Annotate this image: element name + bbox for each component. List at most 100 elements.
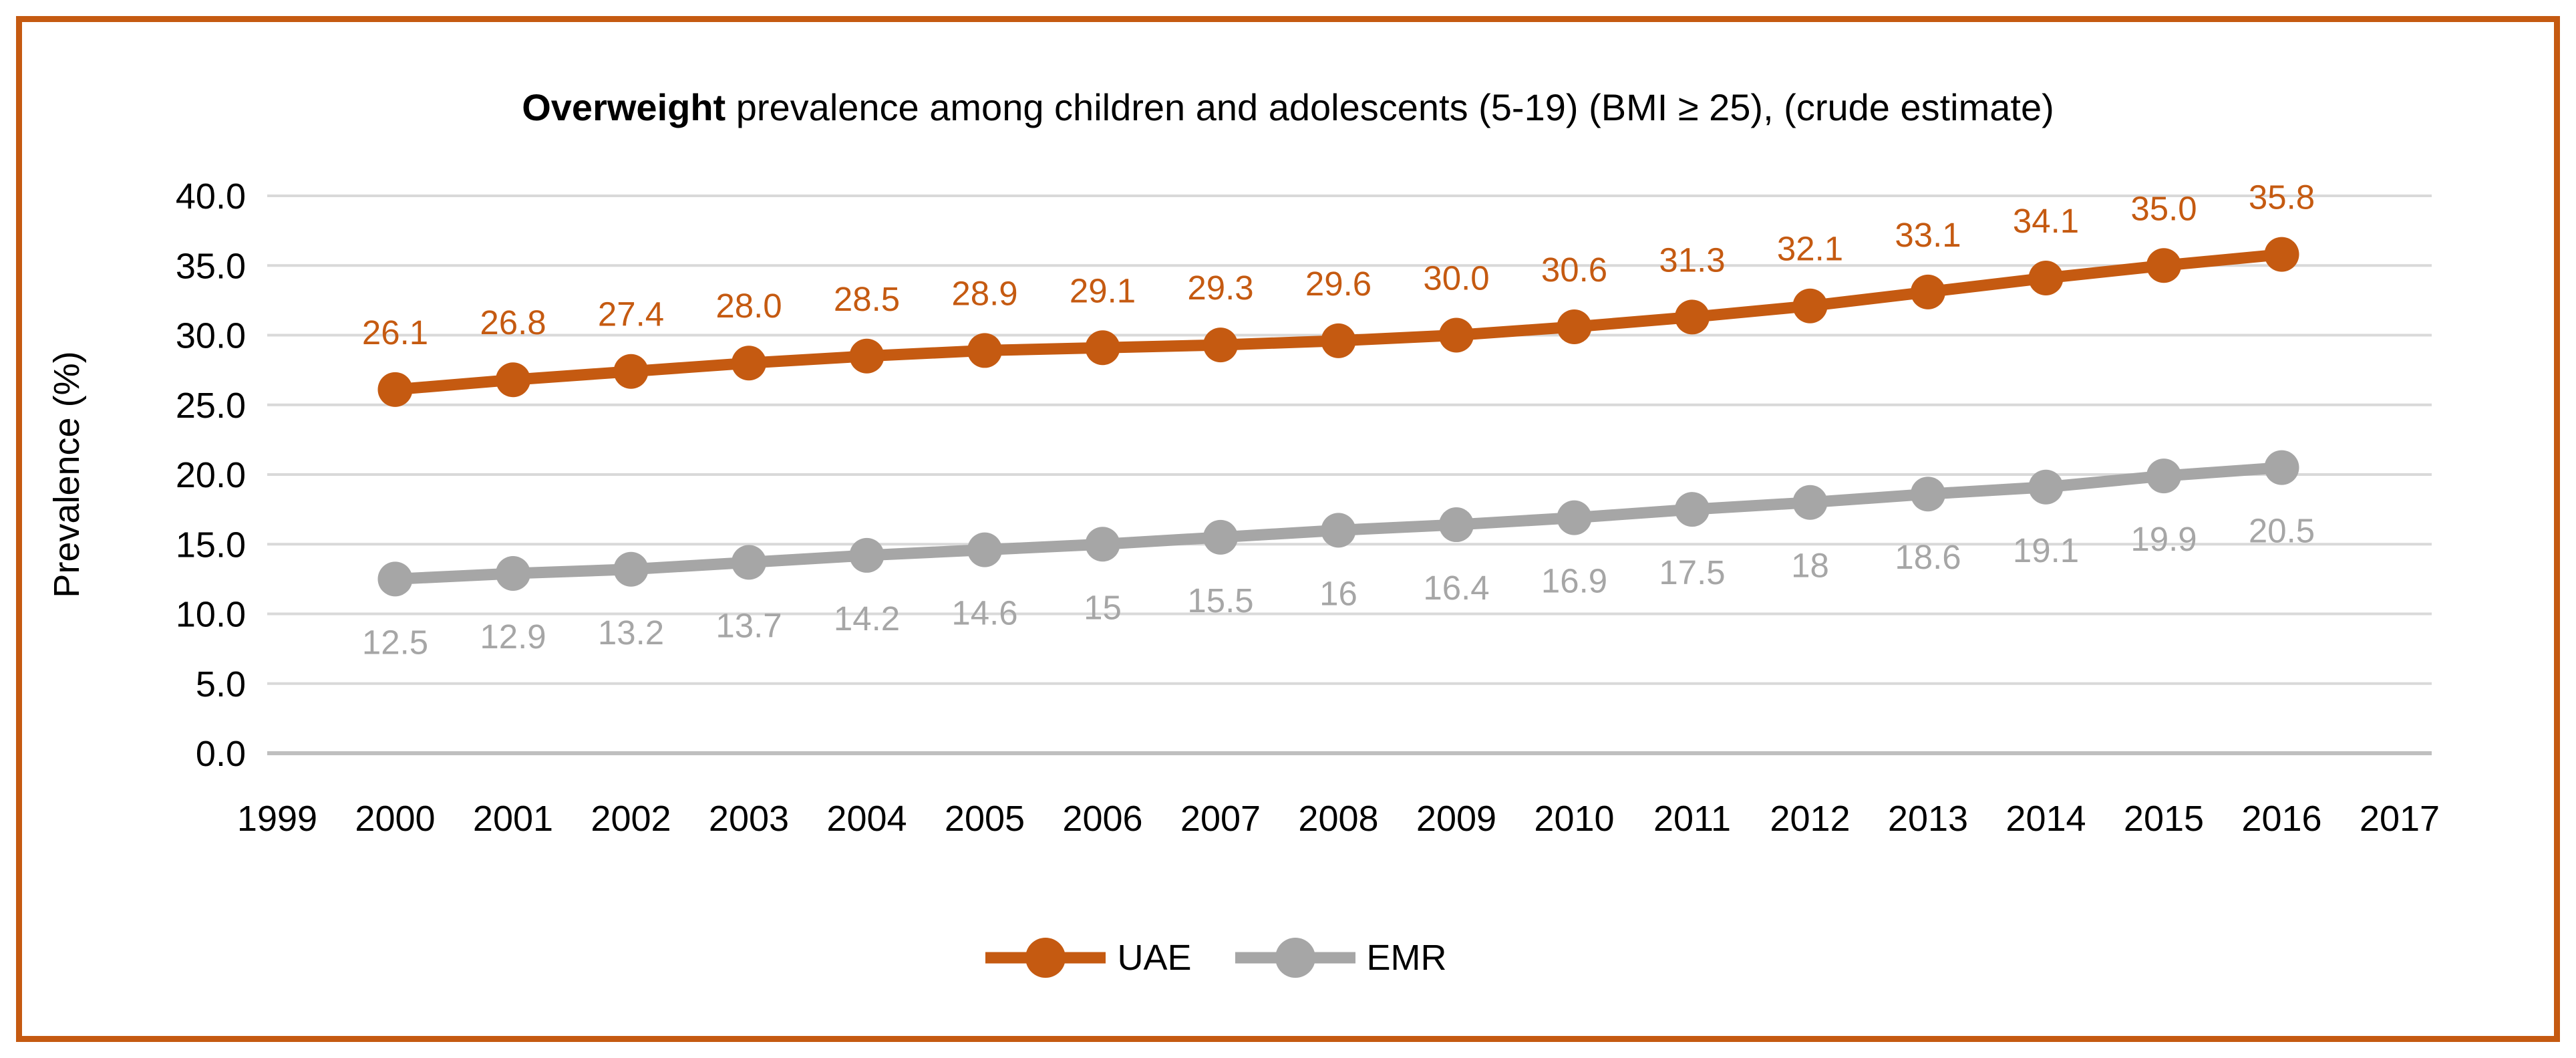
data-point-uae <box>1557 309 1592 344</box>
data-label-emr: 13.2 <box>598 614 664 652</box>
data-point-uae <box>849 338 884 374</box>
data-point-emr <box>1792 485 1828 520</box>
data-point-emr <box>2146 458 2181 494</box>
data-label-emr: 17.5 <box>1659 553 1725 591</box>
chart-title: Overweight prevalence among children and… <box>0 86 2576 129</box>
data-label-emr: 16.4 <box>1423 569 1489 607</box>
chart-title-rest: prevalence among children and adolescent… <box>726 86 2054 128</box>
data-point-uae <box>2028 261 2064 296</box>
data-point-uae <box>2146 248 2181 283</box>
data-point-emr <box>732 545 766 580</box>
data-label-emr: 14.6 <box>951 594 1017 632</box>
x-tick-label: 2000 <box>355 799 435 839</box>
data-label-uae: 30.6 <box>1541 251 1607 289</box>
data-point-uae <box>496 362 530 398</box>
legend-marker-emr-icon <box>1235 938 1355 978</box>
data-label-uae: 29.6 <box>1305 265 1372 303</box>
data-point-emr <box>1321 513 1356 548</box>
data-label-uae: 35.8 <box>2249 178 2315 217</box>
chart-title-bold: Overweight <box>522 86 726 128</box>
data-label-uae: 33.1 <box>1895 216 1961 254</box>
y-tick-label: 40.0 <box>176 176 246 217</box>
x-tick-label: 2016 <box>2241 799 2321 839</box>
x-tick-label: 2004 <box>826 799 907 839</box>
data-point-emr <box>2264 450 2299 485</box>
x-tick-label: 2006 <box>1062 799 1142 839</box>
legend-label-uae: UAE <box>1117 938 1192 978</box>
legend-label-emr: EMR <box>1366 938 1447 978</box>
y-tick-label: 25.0 <box>176 386 246 426</box>
x-tick-label: 2012 <box>1770 799 1850 839</box>
data-point-uae <box>1439 317 1474 353</box>
data-point-uae <box>377 372 413 407</box>
data-point-emr <box>967 532 1002 567</box>
data-point-emr <box>1675 492 1710 527</box>
x-tick-label: 2014 <box>2005 799 2086 839</box>
data-label-emr: 15.5 <box>1187 581 1253 620</box>
data-point-emr <box>1911 477 1945 512</box>
data-point-uae <box>1085 330 1120 366</box>
data-point-uae <box>613 354 649 389</box>
data-label-emr: 19.9 <box>2130 520 2197 558</box>
data-label-emr: 13.7 <box>715 606 782 644</box>
x-tick-label: 2002 <box>591 799 671 839</box>
data-label-uae: 29.1 <box>1070 271 1136 309</box>
data-point-emr <box>496 556 530 591</box>
data-point-uae <box>1203 327 1238 363</box>
data-label-emr: 18.6 <box>1895 538 1961 576</box>
data-label-emr: 12.9 <box>480 618 546 656</box>
x-tick-label: 2001 <box>473 799 553 839</box>
data-label-emr: 14.2 <box>834 600 900 638</box>
y-tick-label: 15.0 <box>176 525 246 565</box>
y-tick-label: 35.0 <box>176 246 246 286</box>
data-point-emr <box>849 537 884 573</box>
data-point-uae <box>967 333 1002 368</box>
x-tick-label: 2005 <box>945 799 1025 839</box>
data-label-emr: 20.5 <box>2249 512 2315 550</box>
x-tick-label: 2009 <box>1416 799 1496 839</box>
legend-item-emr[interactable]: EMR <box>1232 934 1447 981</box>
data-label-uae: 27.4 <box>598 295 664 334</box>
data-point-emr <box>1439 507 1474 543</box>
legend-item-uae[interactable]: UAE <box>982 934 1192 981</box>
data-label-uae: 32.1 <box>1777 230 1843 268</box>
data-label-emr: 16 <box>1319 574 1357 612</box>
data-label-uae: 28.5 <box>834 280 900 318</box>
x-tick-label: 2007 <box>1180 799 1261 839</box>
x-tick-label: 2008 <box>1298 799 1378 839</box>
data-label-uae: 28.9 <box>951 274 1017 312</box>
data-point-uae <box>732 346 766 381</box>
data-label-emr: 16.9 <box>1541 562 1607 600</box>
x-tick-label: 2017 <box>2360 799 2440 839</box>
x-tick-label: 1999 <box>237 799 317 839</box>
data-point-uae <box>2264 237 2299 272</box>
x-tick-label: 2015 <box>2124 799 2204 839</box>
y-tick-label: 0.0 <box>196 734 246 774</box>
data-point-uae <box>1911 274 1945 309</box>
data-label-emr: 19.1 <box>2013 531 2079 569</box>
y-tick-label: 5.0 <box>196 664 246 704</box>
data-label-emr: 15 <box>1084 588 1122 626</box>
data-point-emr <box>1557 500 1592 535</box>
data-label-emr: 12.5 <box>362 623 428 661</box>
legend: UAE EMR <box>0 934 2503 981</box>
data-label-uae: 29.3 <box>1187 269 1253 307</box>
data-point-uae <box>1321 323 1356 358</box>
x-tick-label: 2010 <box>1534 799 1614 839</box>
y-tick-label: 10.0 <box>176 595 246 635</box>
data-label-uae: 28.0 <box>715 287 782 325</box>
x-tick-label: 2011 <box>1653 799 1731 839</box>
data-point-emr <box>613 551 649 587</box>
y-tick-label: 30.0 <box>176 316 246 356</box>
data-point-emr <box>1203 519 1238 555</box>
legend-marker-uae-icon <box>985 938 1106 978</box>
data-point-emr <box>1085 527 1120 562</box>
data-point-emr <box>2028 469 2064 505</box>
data-label-uae: 31.3 <box>1659 241 1725 279</box>
data-label-uae: 34.1 <box>2013 202 2079 240</box>
data-label-uae: 35.0 <box>2130 189 2197 227</box>
x-tick-label: 2013 <box>1888 799 1968 839</box>
data-point-emr <box>377 561 413 597</box>
data-label-uae: 26.1 <box>362 313 428 352</box>
